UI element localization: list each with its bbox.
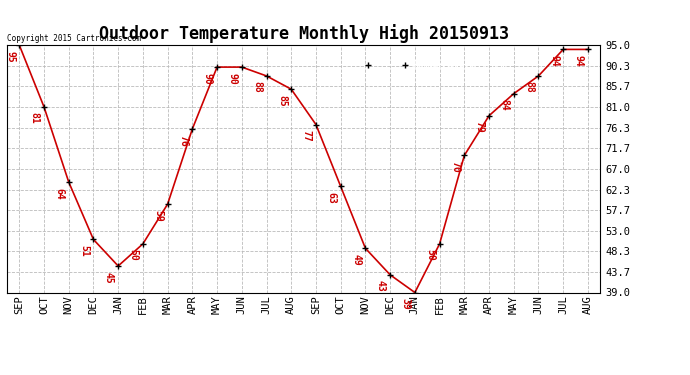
Text: 51: 51 [79, 245, 89, 257]
Text: 76: 76 [178, 135, 188, 146]
Text: 39: 39 [401, 298, 411, 310]
Text: 84: 84 [500, 99, 510, 111]
Text: 95: 95 [5, 51, 15, 62]
Text: 50: 50 [129, 249, 139, 261]
Text: Copyright 2015 Cartronics.com: Copyright 2015 Cartronics.com [7, 33, 141, 42]
Text: 64: 64 [55, 188, 65, 200]
Text: 94: 94 [574, 55, 584, 67]
Text: 50: 50 [426, 249, 435, 261]
Text: 59: 59 [153, 210, 164, 221]
Text: 43: 43 [376, 280, 386, 292]
Title: Outdoor Temperature Monthly High 20150913: Outdoor Temperature Monthly High 2015091… [99, 24, 509, 44]
Text: 63: 63 [326, 192, 337, 204]
Text: 70: 70 [450, 161, 460, 173]
Text: 81: 81 [30, 112, 40, 124]
Text: 90: 90 [203, 73, 213, 84]
Text: 45: 45 [104, 272, 114, 283]
Text: 49: 49 [351, 254, 362, 266]
Text: 94: 94 [549, 55, 559, 67]
Text: 77: 77 [302, 130, 312, 142]
Text: 90: 90 [228, 73, 237, 84]
Text: 88: 88 [253, 81, 262, 93]
Text: 79: 79 [475, 121, 485, 133]
Text: 88: 88 [524, 81, 534, 93]
Text: 85: 85 [277, 95, 287, 106]
